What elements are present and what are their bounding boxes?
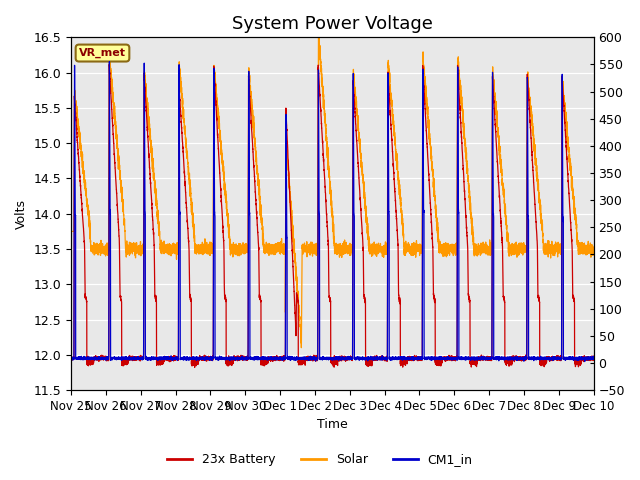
CM1_in	[173, 357, 181, 362]
Solar	[404, 248, 412, 254]
23x Battery	[588, 355, 596, 360]
23x Battery	[106, 61, 113, 67]
Solar	[479, 246, 486, 252]
X-axis label: Time: Time	[317, 419, 348, 432]
23x Battery	[191, 364, 198, 370]
CM1_in	[479, 355, 486, 360]
Y-axis label: Volts: Volts	[15, 199, 28, 229]
CM1_in	[590, 356, 598, 361]
23x Battery	[179, 144, 187, 150]
Solar	[588, 247, 596, 253]
Line: 23x Battery: 23x Battery	[71, 64, 594, 367]
23x Battery	[173, 356, 181, 361]
23x Battery	[404, 355, 412, 361]
CM1_in	[106, 59, 113, 65]
Solar	[315, 27, 323, 33]
Line: Solar: Solar	[71, 30, 594, 348]
Solar	[67, 228, 75, 234]
CM1_in	[581, 359, 589, 364]
Solar	[298, 345, 305, 350]
Solar	[173, 244, 181, 250]
Solar	[263, 243, 271, 249]
Title: System Power Voltage: System Power Voltage	[232, 15, 433, 33]
23x Battery	[590, 353, 598, 359]
CM1_in	[404, 355, 412, 361]
Line: CM1_in: CM1_in	[71, 62, 594, 361]
23x Battery	[263, 360, 271, 365]
23x Battery	[479, 355, 486, 360]
Solar	[179, 108, 187, 113]
Solar	[590, 244, 598, 250]
23x Battery	[67, 356, 75, 361]
Legend: 23x Battery, Solar, CM1_in: 23x Battery, Solar, CM1_in	[163, 448, 477, 471]
CM1_in	[179, 356, 187, 361]
Text: VR_met: VR_met	[79, 48, 126, 58]
CM1_in	[263, 355, 271, 361]
CM1_in	[588, 355, 596, 361]
CM1_in	[67, 355, 75, 360]
